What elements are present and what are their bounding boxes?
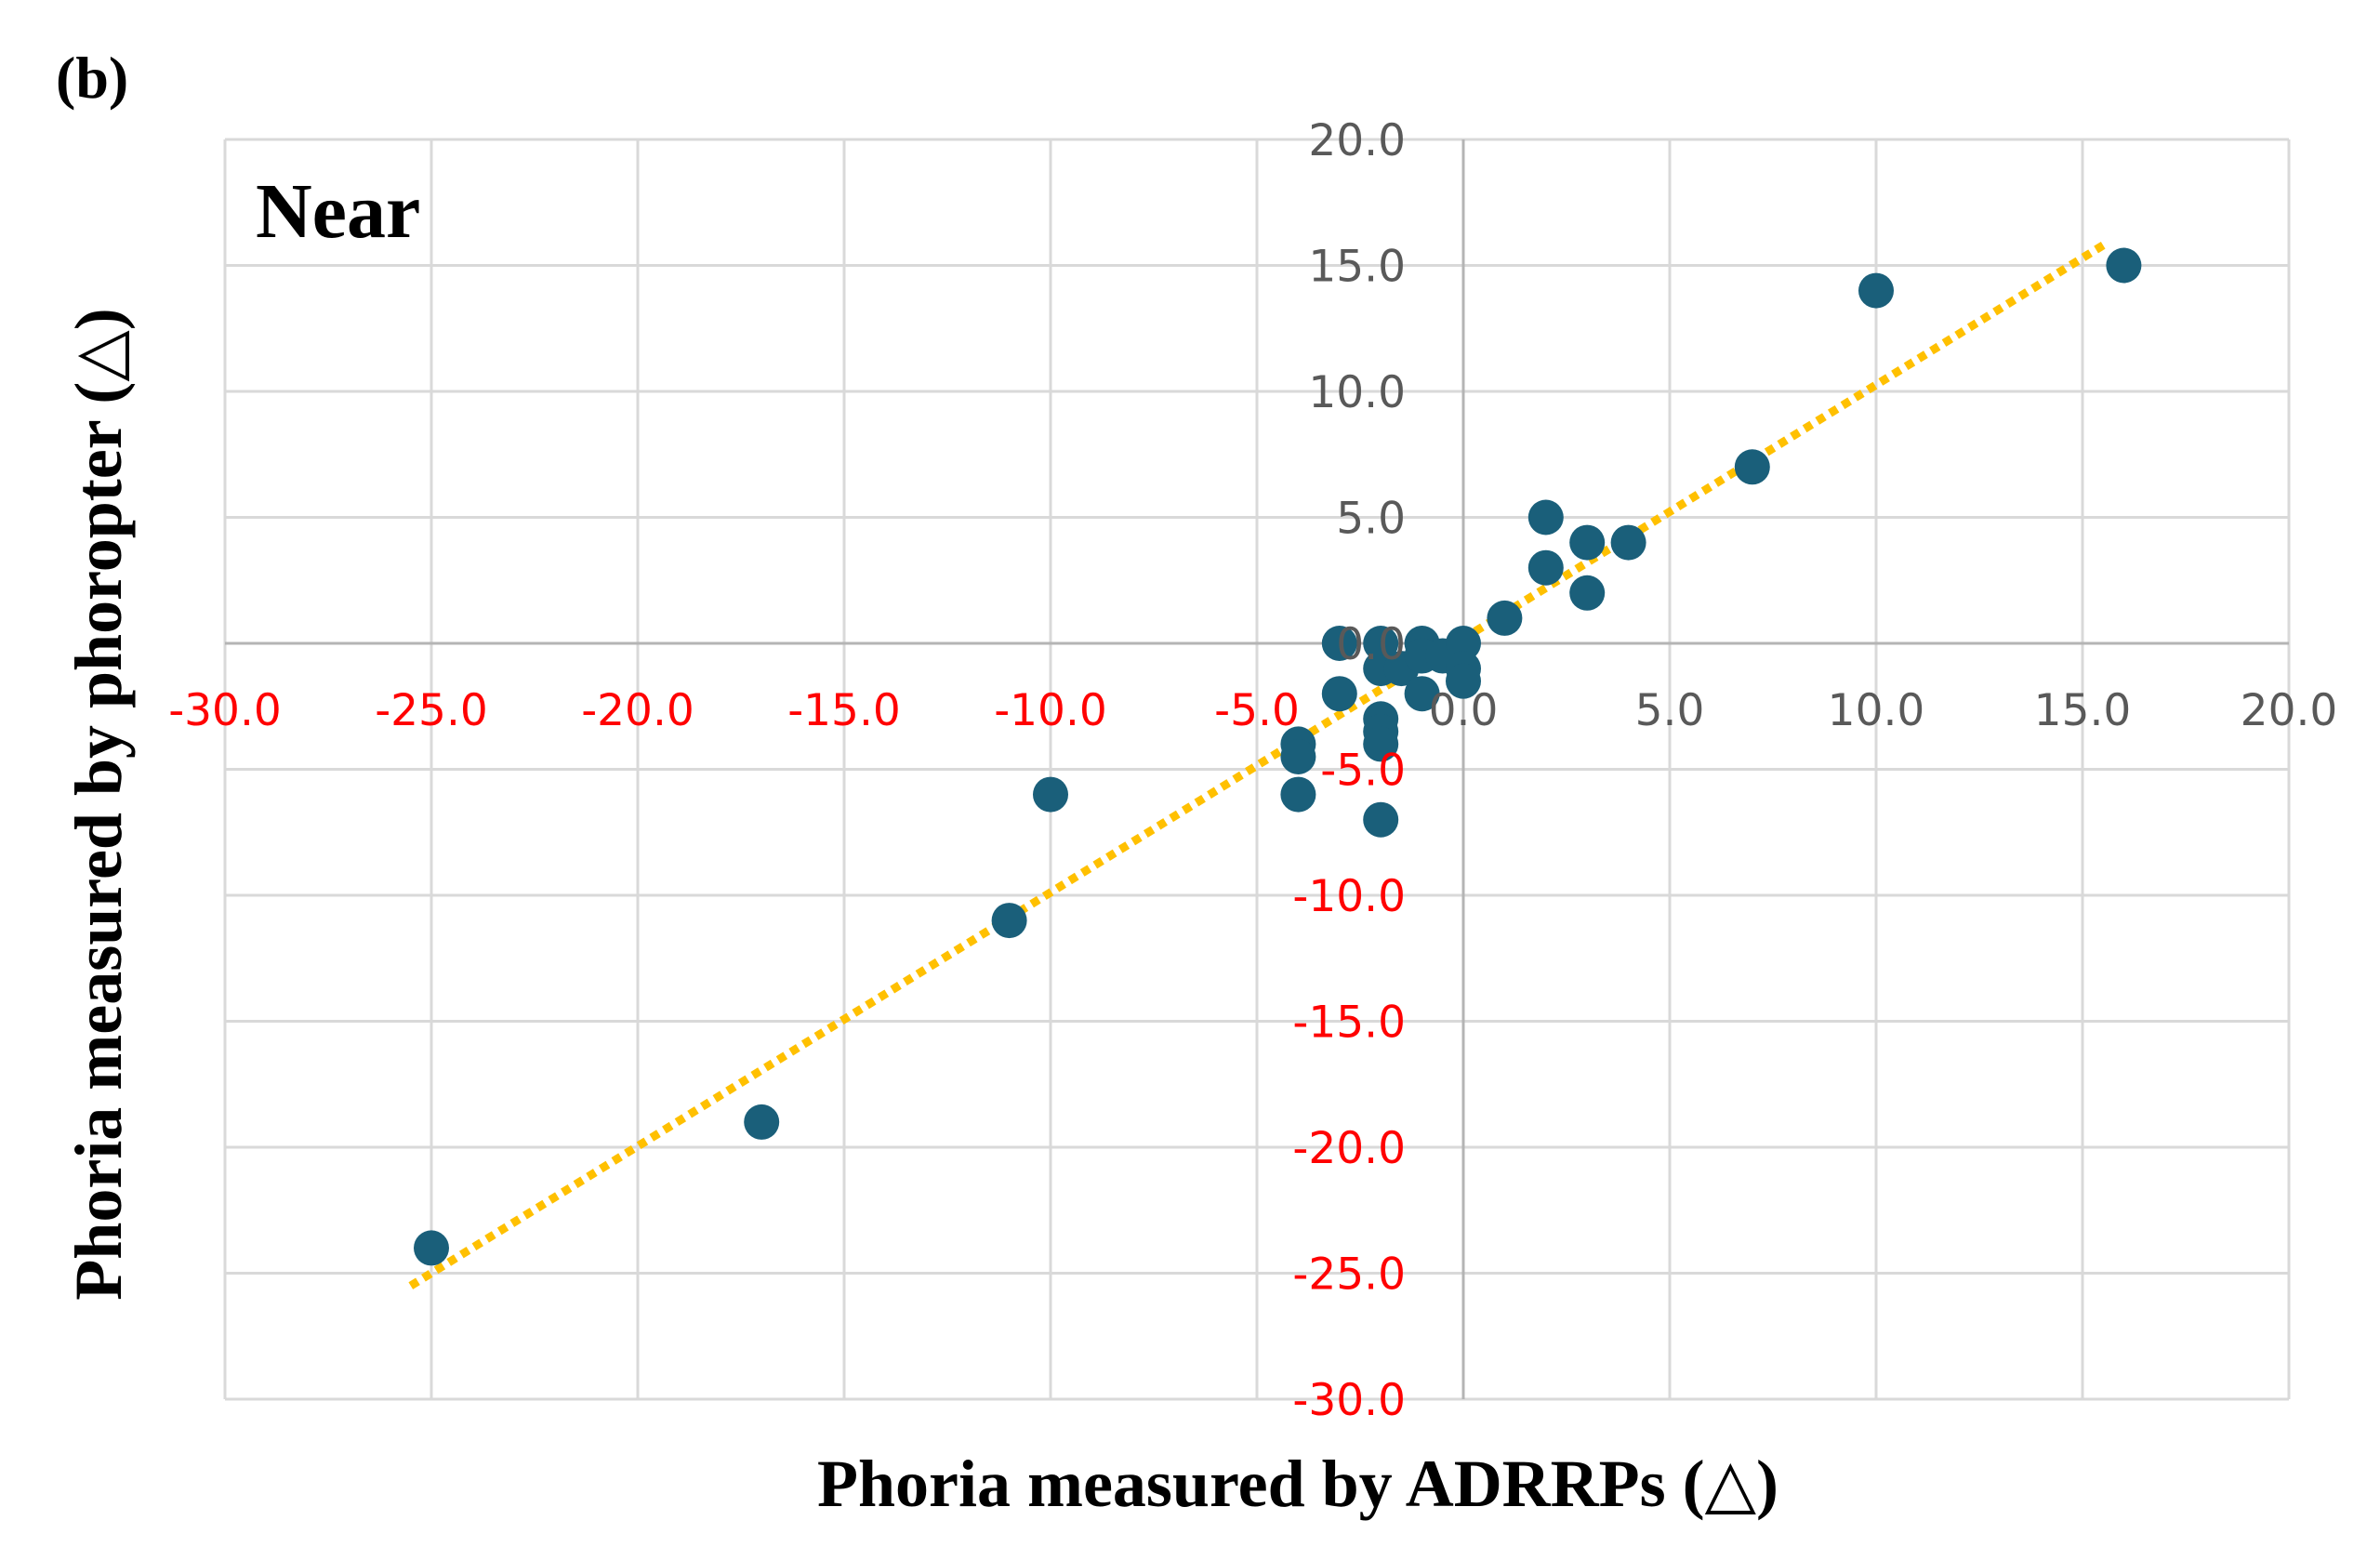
x-tick-label: 15.0 [2034, 685, 2132, 736]
y-tick-label: 10.0 [1308, 367, 1406, 418]
data-point [1446, 626, 1481, 661]
gridlines [223, 138, 2291, 1401]
y-tick-label: 5.0 [1336, 494, 1406, 545]
x-tick-label: -30.0 [168, 685, 282, 736]
panel-label: (b) [56, 45, 128, 111]
data-point [1280, 776, 1316, 813]
x-tick-label: -5.0 [1214, 685, 1300, 736]
data-point [1404, 676, 1440, 712]
y-tick-label: 0.0 [1336, 619, 1406, 670]
data-point [414, 1230, 449, 1266]
data-point [1734, 449, 1770, 485]
y-tick-label: -25.0 [1292, 1249, 1406, 1301]
data-point [991, 903, 1027, 939]
data-point [744, 1104, 780, 1140]
data-point [1321, 676, 1357, 712]
data-point [1569, 524, 1606, 561]
data-point [1858, 272, 1894, 309]
x-tick-label: -25.0 [375, 685, 488, 736]
data-point [1527, 549, 1564, 586]
x-axis-label: Phoria measured by ADRRPs (△) [817, 1447, 1778, 1521]
data-point [1280, 738, 1316, 774]
y-tick-labels: 20.0 15.0 10.0 5.0 0.0 -5.0 -10.0 -15.0 -20.0 -25… [1292, 115, 1406, 1426]
x-tick-label: 20.0 [2241, 685, 2338, 736]
x-tick-label: 5.0 [1635, 685, 1705, 736]
y-tick-label: 20.0 [1308, 115, 1406, 166]
data-point [1033, 776, 1068, 813]
data-point [1363, 626, 1399, 661]
data-points [414, 247, 2142, 1266]
x-tick-label: 0.0 [1429, 685, 1499, 736]
y-tick-label: -5.0 [1320, 746, 1406, 797]
x-tick-label: -20.0 [581, 685, 694, 736]
data-point [1363, 726, 1399, 762]
data-point [1487, 600, 1523, 636]
x-tick-label: 10.0 [1828, 685, 1925, 736]
y-tick-label: 15.0 [1308, 242, 1406, 293]
x-tick-label: -10.0 [994, 685, 1107, 736]
data-point [1446, 663, 1481, 699]
data-point [1569, 575, 1606, 611]
y-tick-label: -30.0 [1292, 1375, 1406, 1426]
axes [225, 139, 2289, 1399]
y-tick-label: -10.0 [1292, 871, 1406, 922]
data-point [1321, 626, 1357, 661]
data-point [1610, 524, 1646, 561]
y-axis-label: Phoria measured by phoropter (△) [61, 308, 136, 1300]
y-tick-label: -15.0 [1292, 998, 1406, 1049]
trendline-group [408, 241, 2106, 1289]
data-point [1527, 499, 1564, 535]
trendline [408, 241, 2106, 1289]
x-tick-label: -15.0 [787, 685, 901, 736]
data-point [1363, 801, 1399, 838]
y-tick-label: -20.0 [1292, 1123, 1406, 1174]
data-point [2106, 247, 2142, 284]
x-tick-labels: -30.0 -25.0 -20.0 -15.0 -10.0 -5.0 0.0 5.0 10.0 1… [168, 685, 2337, 736]
chart-annotation: Near [256, 168, 420, 255]
